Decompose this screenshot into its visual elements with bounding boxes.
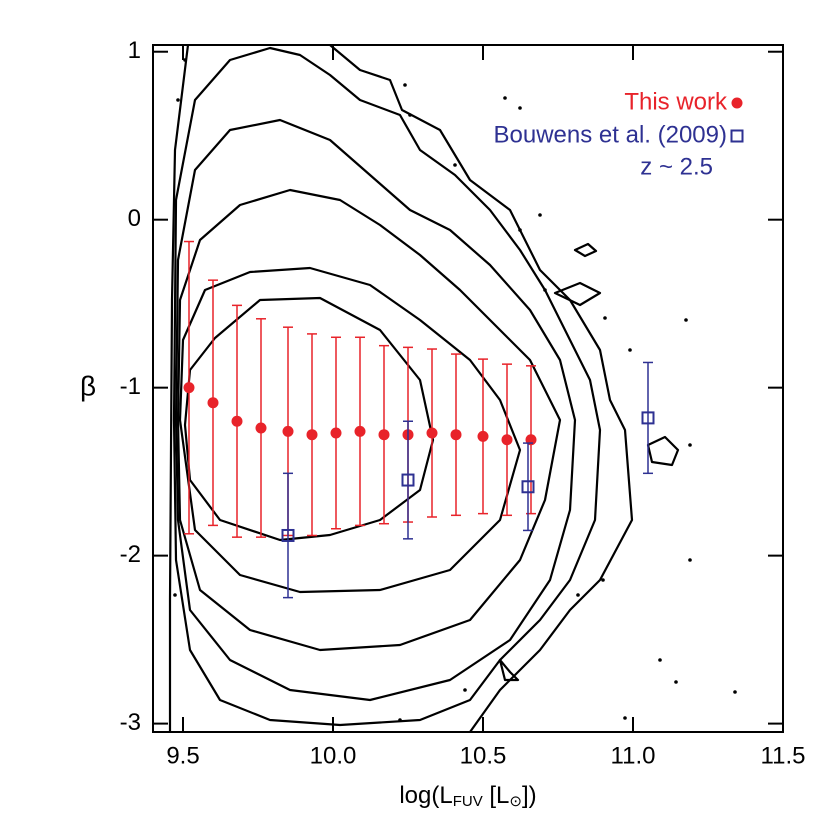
- point: [207, 397, 219, 409]
- contour: [172, 46, 602, 727]
- x-label-part: ⊙: [509, 793, 522, 810]
- x-label-part: log(L: [399, 782, 452, 809]
- point: [231, 415, 243, 427]
- y-tick-label: -1: [120, 373, 141, 400]
- contour: [183, 296, 435, 542]
- legend-label: Bouwens et al. (2009): [494, 121, 727, 148]
- point: [501, 434, 513, 446]
- x-tick-label: 10.5: [460, 742, 507, 769]
- point: [477, 430, 489, 442]
- point: [354, 425, 366, 437]
- point: [281, 528, 295, 542]
- point: [450, 429, 462, 441]
- point: [306, 429, 318, 441]
- point: [330, 427, 342, 439]
- x-label-part: FUV: [453, 793, 483, 810]
- x-label-part: [L: [483, 782, 510, 809]
- annotation: z ~ 2.5: [640, 153, 713, 180]
- contour: [174, 118, 577, 702]
- x-label-part: ]): [522, 782, 537, 809]
- point: [401, 473, 415, 487]
- outlier-points: [173, 58, 737, 722]
- legend-marker: [731, 97, 743, 109]
- x-tick-label: 10.0: [310, 742, 357, 769]
- contour: [176, 188, 562, 652]
- point: [255, 422, 267, 434]
- legend-marker: [730, 129, 744, 143]
- point: [426, 427, 438, 439]
- x-axis-label: log(LFUV [L⊙]): [399, 782, 536, 810]
- legend-label: This work: [624, 88, 728, 115]
- y-axis-label: β: [80, 370, 96, 401]
- contour: [498, 242, 680, 682]
- contour: [168, 44, 634, 733]
- point: [183, 382, 195, 394]
- y-tick-label: -2: [120, 541, 141, 568]
- point: [641, 411, 655, 425]
- y-tick-label: 0: [128, 205, 141, 232]
- y-tick-label: 1: [128, 37, 141, 64]
- x-tick-label: 11.0: [611, 742, 656, 769]
- contour: [178, 266, 522, 594]
- x-tick-label: 11.5: [761, 742, 806, 769]
- y-tick-label: -3: [120, 709, 141, 736]
- point: [378, 429, 390, 441]
- point: [521, 480, 535, 494]
- x-tick-label: 9.5: [166, 742, 199, 769]
- point: [282, 425, 294, 437]
- density-contours: [168, 44, 737, 733]
